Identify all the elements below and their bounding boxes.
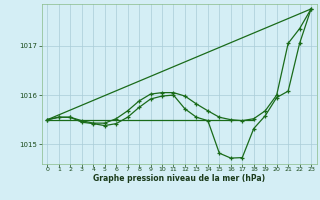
X-axis label: Graphe pression niveau de la mer (hPa): Graphe pression niveau de la mer (hPa): [93, 174, 265, 183]
